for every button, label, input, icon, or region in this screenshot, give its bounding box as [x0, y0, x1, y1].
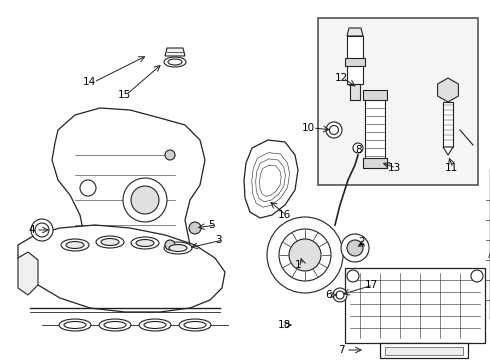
Bar — [365, 95, 385, 160]
Polygon shape — [18, 225, 225, 312]
Circle shape — [353, 143, 363, 153]
Text: 2: 2 — [358, 237, 365, 247]
Text: 1: 1 — [295, 260, 302, 270]
Ellipse shape — [184, 321, 206, 328]
Bar — [443, 102, 453, 147]
Circle shape — [347, 240, 363, 256]
Ellipse shape — [326, 122, 342, 138]
Ellipse shape — [66, 242, 84, 248]
Bar — [345, 268, 485, 343]
Text: 10: 10 — [302, 123, 315, 133]
Circle shape — [165, 150, 175, 160]
Ellipse shape — [35, 223, 49, 237]
Circle shape — [267, 217, 343, 293]
Text: 11: 11 — [445, 163, 458, 173]
Polygon shape — [443, 147, 453, 155]
Ellipse shape — [99, 319, 131, 331]
Polygon shape — [165, 48, 185, 56]
Polygon shape — [260, 165, 281, 197]
Ellipse shape — [139, 319, 171, 331]
Ellipse shape — [168, 59, 182, 65]
Text: 15: 15 — [118, 90, 131, 100]
Ellipse shape — [59, 319, 91, 331]
Ellipse shape — [333, 288, 347, 302]
Ellipse shape — [164, 57, 186, 67]
Bar — [345, 58, 365, 66]
Ellipse shape — [169, 244, 187, 252]
Bar — [385, 347, 463, 355]
Polygon shape — [252, 153, 290, 207]
Text: 16: 16 — [278, 210, 291, 220]
Polygon shape — [438, 78, 458, 102]
Circle shape — [189, 222, 201, 234]
Bar — [347, 36, 363, 84]
Polygon shape — [52, 108, 205, 290]
Bar — [363, 158, 387, 168]
Polygon shape — [347, 28, 363, 36]
Ellipse shape — [131, 237, 159, 249]
Circle shape — [347, 270, 359, 282]
Ellipse shape — [104, 321, 126, 328]
Circle shape — [131, 186, 159, 214]
Circle shape — [123, 178, 167, 222]
Bar — [318, 18, 478, 185]
Ellipse shape — [336, 291, 344, 299]
Ellipse shape — [101, 238, 119, 246]
Polygon shape — [256, 159, 285, 202]
Ellipse shape — [164, 242, 192, 254]
Text: 17: 17 — [365, 280, 378, 290]
Text: 8: 8 — [355, 145, 362, 155]
Circle shape — [279, 229, 331, 281]
Ellipse shape — [96, 236, 124, 248]
Ellipse shape — [179, 319, 211, 331]
Polygon shape — [18, 252, 38, 295]
Ellipse shape — [329, 126, 339, 135]
Ellipse shape — [144, 321, 166, 328]
Bar — [350, 84, 360, 100]
Text: 14: 14 — [83, 77, 96, 87]
Circle shape — [341, 234, 369, 262]
Text: 7: 7 — [338, 345, 344, 355]
Ellipse shape — [136, 239, 154, 247]
Ellipse shape — [61, 239, 89, 251]
Circle shape — [80, 180, 96, 196]
Polygon shape — [244, 140, 298, 218]
Ellipse shape — [64, 321, 86, 328]
Text: 6: 6 — [325, 290, 332, 300]
Circle shape — [289, 239, 321, 271]
Text: 12: 12 — [335, 73, 348, 83]
Text: 4: 4 — [28, 225, 35, 235]
Ellipse shape — [31, 219, 53, 241]
Circle shape — [471, 270, 483, 282]
Text: 18: 18 — [278, 320, 291, 330]
Text: 5: 5 — [208, 220, 215, 230]
Bar — [380, 343, 468, 358]
Text: 3: 3 — [215, 235, 221, 245]
Bar — [363, 90, 387, 100]
Text: 13: 13 — [388, 163, 401, 173]
Circle shape — [165, 240, 175, 250]
